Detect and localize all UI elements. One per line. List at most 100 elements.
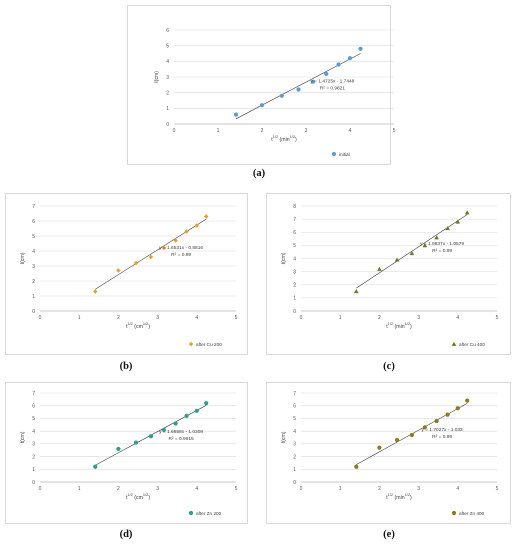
trendline-equation: y = 1.6658x - 1.0308 [159, 429, 203, 435]
x-tick-label-5: 5 [393, 128, 396, 134]
data-point [116, 446, 121, 452]
data-point [93, 289, 98, 294]
data-point [445, 412, 450, 417]
chart-svg-a: 0 1 2 3 4 5 6 0 1 2 3 4 5 t1/2​ (min1/2​) ℓ(cm) y = 1.4… [154, 28, 396, 157]
y-axis-title: ℓ(cm) [20, 431, 26, 443]
trendline-equation: y = 1.4725x - 1.7448 [310, 78, 354, 84]
chart-svg-e: 0 1 2 3 4 5 6 7 0 1 2 3 4 5 t1/2​ (min1/2​) ℓ(cm) y = 1.… [281, 391, 499, 516]
trendline-equation: y = 1.7027x - 1.033 [422, 427, 464, 433]
x-tick-label-4: 4 [195, 315, 198, 321]
chart-panel-a: 0 1 2 3 4 5 6 0 1 2 3 4 5 t1/2​ (min1/2​) ℓ(cm) y = 1.4… [127, 5, 396, 165]
caption-b: (b) [119, 361, 133, 372]
data-point [148, 434, 154, 439]
caption-d: (d) [119, 529, 133, 540]
legend-marker [188, 341, 194, 347]
y-tick-label-0: 0 [32, 309, 35, 315]
y-tick-label-5: 5 [32, 416, 35, 422]
y-tick-label-2: 2 [32, 454, 35, 460]
data-point [358, 46, 363, 51]
y-axis-title: ℓ(cm) [20, 252, 26, 264]
legend-label: after Cu 400 [459, 342, 485, 347]
y-axis-title: ℓ(cm) [281, 252, 287, 264]
y-tick-label-8: 8 [293, 204, 296, 210]
y-tick-label-0: 0 [293, 309, 296, 315]
y-tick-label-0: 0 [293, 480, 296, 486]
y-tick-label-4: 4 [293, 256, 296, 262]
legend-marker [451, 510, 457, 516]
x-tick-label-1: 1 [78, 486, 81, 492]
r-squared-label: R² = 0.99 [171, 252, 191, 258]
data-point [184, 413, 189, 418]
chart-svg-c: 0 1 2 3 4 5 6 7 8 0 1 2 3 4 5 t1/2​ (min1/2​) ℓ(cm) y = 1… [281, 204, 499, 347]
x-tick-label-2: 2 [117, 486, 120, 492]
data-point [233, 112, 239, 117]
x-tick-label-2: 2 [261, 128, 264, 134]
chart-panel-b: 0 1 2 3 4 5 6 7 0 1 2 3 4 5 t1/2​ (cm1/2​) ℓ(cm) y = 1.6… [5, 193, 248, 355]
x-tick-label-3: 3 [156, 315, 159, 321]
x-tick-label-3: 3 [156, 486, 159, 492]
y-tick-label-2: 2 [293, 454, 296, 460]
y-tick-label-3: 3 [293, 442, 296, 448]
y-tick-label-5: 5 [166, 43, 169, 49]
data-point [173, 421, 178, 426]
trendline-equation: y = 1.9837x - 1.0579 [420, 241, 464, 247]
r-squared-label: R² = 0.9915 [169, 436, 195, 442]
chart-panel-d: 0 1 2 3 4 5 6 7 0 1 2 3 4 5 t1/2​ (cm1/2​) ℓ(cm) y = 1.6… [5, 382, 248, 524]
data-point [455, 219, 461, 224]
y-tick-label-6: 6 [32, 219, 35, 225]
r-squared-label: R² = 0.99 [432, 434, 452, 440]
data-point [133, 260, 139, 266]
chart-panel-c: 0 1 2 3 4 5 6 7 8 0 1 2 3 4 5 t1/2​ (min1/2​) ℓ(cm) y = 1… [266, 193, 511, 355]
y-axis-title: ℓ(cm) [154, 71, 160, 83]
x-tick-label-4: 4 [456, 315, 459, 321]
y-tick-label-1: 1 [32, 467, 35, 473]
data-point [409, 432, 415, 438]
chart-svg-b: 0 1 2 3 4 5 6 7 0 1 2 3 4 5 t1/2​ (cm1/2​) ℓ(cm) y = 1.6… [20, 204, 238, 347]
y-tick-label-0: 0 [32, 480, 35, 486]
data-point [324, 71, 329, 76]
data-point [377, 266, 382, 271]
data-point [354, 464, 359, 469]
data-point [377, 445, 382, 450]
data-point [347, 56, 353, 61]
data-point [434, 235, 439, 240]
data-point [310, 79, 316, 84]
y-tick-label-7: 7 [32, 204, 35, 210]
data-point [336, 62, 341, 67]
x-tick-label-1: 1 [217, 128, 220, 134]
data-point [394, 437, 400, 443]
chart-panel-e: 0 1 2 3 4 5 6 7 0 1 2 3 4 5 t1/2​ (min1/2​) ℓ(cm) y = 1.… [266, 382, 511, 524]
y-tick-label-1: 1 [166, 106, 169, 112]
y-tick-label-1: 1 [293, 296, 296, 302]
y-tick-label-3: 3 [293, 269, 296, 275]
legend-marker [451, 341, 457, 346]
legend-marker [188, 510, 194, 516]
data-point [194, 223, 199, 228]
data-point [464, 210, 470, 215]
x-tick-label-1: 1 [78, 315, 81, 321]
legend-label: after Zn 400 [459, 511, 485, 516]
x-tick-label-0: 0 [173, 128, 176, 134]
y-tick-label-2: 2 [32, 279, 35, 285]
r-squared-label: R² = 0.99 [432, 248, 452, 254]
y-tick-label-2: 2 [166, 90, 169, 96]
y-tick-label-0: 0 [166, 122, 169, 128]
x-tick-label-0: 0 [39, 486, 42, 492]
x-tick-label-0: 0 [39, 315, 42, 321]
data-point [259, 103, 265, 108]
caption-a: (a) [252, 168, 266, 179]
y-tick-label-6: 6 [293, 404, 296, 410]
y-tick-label-3: 3 [166, 75, 169, 81]
x-axis-title: t1/2​ (min1/2​) [271, 134, 297, 143]
data-point [161, 427, 166, 432]
x-tick-label-5: 5 [496, 486, 499, 492]
data-point [93, 464, 98, 469]
legend-label: initial [339, 152, 350, 157]
data-point [353, 289, 359, 294]
x-tick-label-3: 3 [305, 128, 308, 134]
x-tick-label-3: 3 [417, 486, 420, 492]
y-tick-label-2: 2 [293, 283, 296, 289]
legend-marker [331, 151, 337, 157]
data-point [204, 214, 209, 219]
x-tick-label-0: 0 [300, 486, 303, 492]
